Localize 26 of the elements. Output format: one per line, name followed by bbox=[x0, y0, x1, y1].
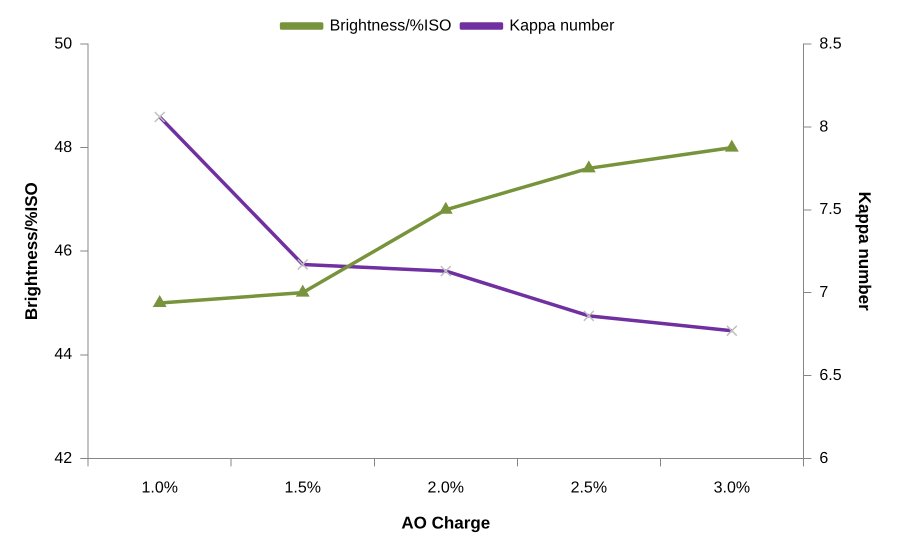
x-axis-title: AO Charge bbox=[401, 513, 490, 532]
point bbox=[582, 160, 596, 172]
y-tick-label: 44 bbox=[54, 346, 72, 364]
point bbox=[296, 285, 310, 297]
y-tick-label: 48 bbox=[54, 139, 72, 156]
x-tick-label: 1.0% bbox=[141, 479, 178, 496]
x-tick-label: 1.5% bbox=[284, 479, 321, 496]
y2-tick-label: 7.5 bbox=[819, 201, 842, 218]
legend-label: Brightness/%ISO bbox=[330, 17, 452, 34]
point bbox=[153, 296, 166, 307]
point bbox=[439, 202, 452, 214]
y2-tick-label: 6 bbox=[819, 450, 828, 467]
x-tick-label: 3.0% bbox=[714, 479, 750, 496]
y-tick-label: 46 bbox=[54, 242, 72, 260]
y2-tick-label: 8.5 bbox=[819, 35, 842, 52]
y2-axis-title: Kappa number bbox=[855, 192, 874, 312]
x-tick-label: 2.5% bbox=[570, 479, 608, 496]
y-axis-title: Brightness/%ISO bbox=[22, 182, 41, 320]
y-tick-label: 42 bbox=[54, 450, 72, 467]
point bbox=[725, 140, 738, 152]
y2-tick-label: 6.5 bbox=[819, 366, 842, 384]
y2-tick-label: 7 bbox=[819, 284, 828, 302]
y-tick-label: 50 bbox=[54, 35, 72, 52]
y2-tick-label: 8 bbox=[819, 118, 828, 136]
x-tick-label: 2.0% bbox=[428, 479, 464, 496]
legend-label: Kappa number bbox=[509, 17, 616, 34]
